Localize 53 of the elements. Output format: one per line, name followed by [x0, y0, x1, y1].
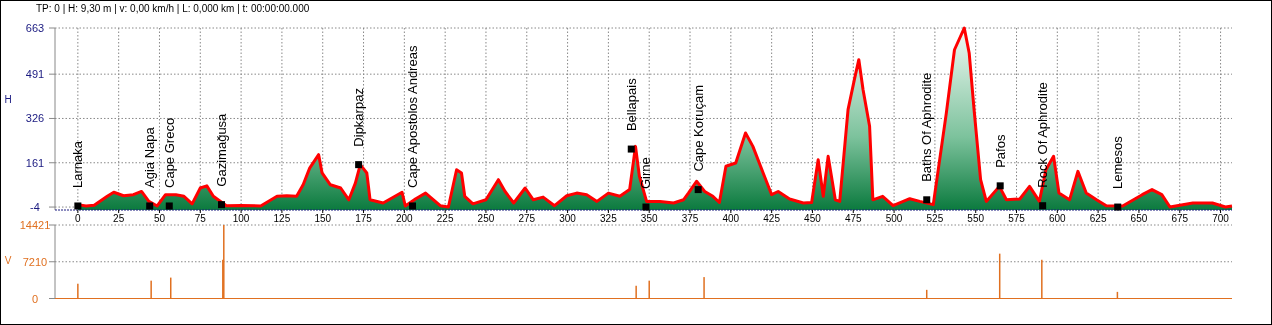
x-tick-label: 200 — [396, 213, 414, 224]
x-tick-label: 0 — [75, 213, 82, 224]
x-tick-label: 175 — [355, 213, 373, 224]
annotation: Gazimağusa — [214, 112, 230, 187]
y-tick-label: 0 — [31, 292, 39, 305]
x-tick-label: 525 — [926, 213, 944, 224]
x-tick-label: 350 — [640, 213, 658, 224]
x-tick-label: 25 — [113, 213, 125, 224]
annotation: Baths Of Aphrodite — [919, 72, 935, 182]
x-tick-label: 500 — [885, 213, 903, 224]
annotation: Pafos — [992, 134, 1008, 168]
annotation: Cape Greco — [161, 117, 177, 188]
x-tick-label: 450 — [804, 213, 822, 224]
y-tick-label: 326 — [25, 112, 45, 125]
x-tick-label: 425 — [763, 213, 781, 224]
x-tick-label: 600 — [1048, 213, 1067, 224]
y-tick-label: 7210 — [22, 255, 48, 268]
y-tick-label: 161 — [25, 156, 45, 169]
x-tick-label: 650 — [1130, 213, 1148, 224]
annotation: Lemesos — [1110, 135, 1126, 190]
annotation: Dipkarpaz — [351, 88, 367, 147]
x-tick-label: 250 — [477, 213, 495, 224]
x-tick-label: 225 — [436, 213, 454, 224]
x-tick-label: 400 — [722, 213, 740, 224]
x-tick-label: 700 — [1212, 213, 1230, 224]
y-tick-label: 14421 — [19, 219, 51, 231]
x-tick-label: 50 — [153, 213, 166, 224]
y-tick-label: 491 — [25, 68, 45, 81]
x-tick-label: 275 — [518, 213, 536, 224]
y-axis-title: H — [4, 94, 12, 105]
x-tick-label: 475 — [844, 213, 863, 224]
annotation: Bellapais — [623, 77, 639, 132]
x-tick-label: 625 — [1089, 213, 1107, 224]
y-tick-label: 663 — [25, 22, 45, 34]
text: TP: 0 | H: 9,30 m | v: 0,00 km/h | L: 0,000 km | t: 00:00:00.000 — [36, 3, 310, 14]
annotation: Larnaka — [70, 140, 86, 188]
x-tick-label: 125 — [273, 213, 291, 224]
y-axis-title: V — [4, 255, 12, 266]
x-tick-label: 150 — [314, 213, 332, 224]
x-tick-label: 325 — [600, 213, 618, 224]
annotation: Agia Napa — [142, 126, 158, 188]
x-tick-label: 300 — [559, 213, 577, 224]
x-tick-label: 550 — [967, 213, 985, 224]
annotation: Cape Apostolos Andreas — [405, 45, 421, 188]
x-tick-label: 100 — [232, 213, 250, 224]
x-tick-label: 575 — [1008, 213, 1026, 224]
y-tick-label: -4 — [30, 201, 40, 214]
annotation: Cape Koruçam — [690, 84, 706, 172]
annotation: Girne — [638, 157, 654, 190]
x-tick-label: 675 — [1171, 213, 1189, 224]
x-tick-label: 375 — [681, 213, 699, 224]
x-tick-label: 75 — [194, 213, 207, 224]
annotation: Rock Of Aphrodite — [1035, 82, 1051, 188]
